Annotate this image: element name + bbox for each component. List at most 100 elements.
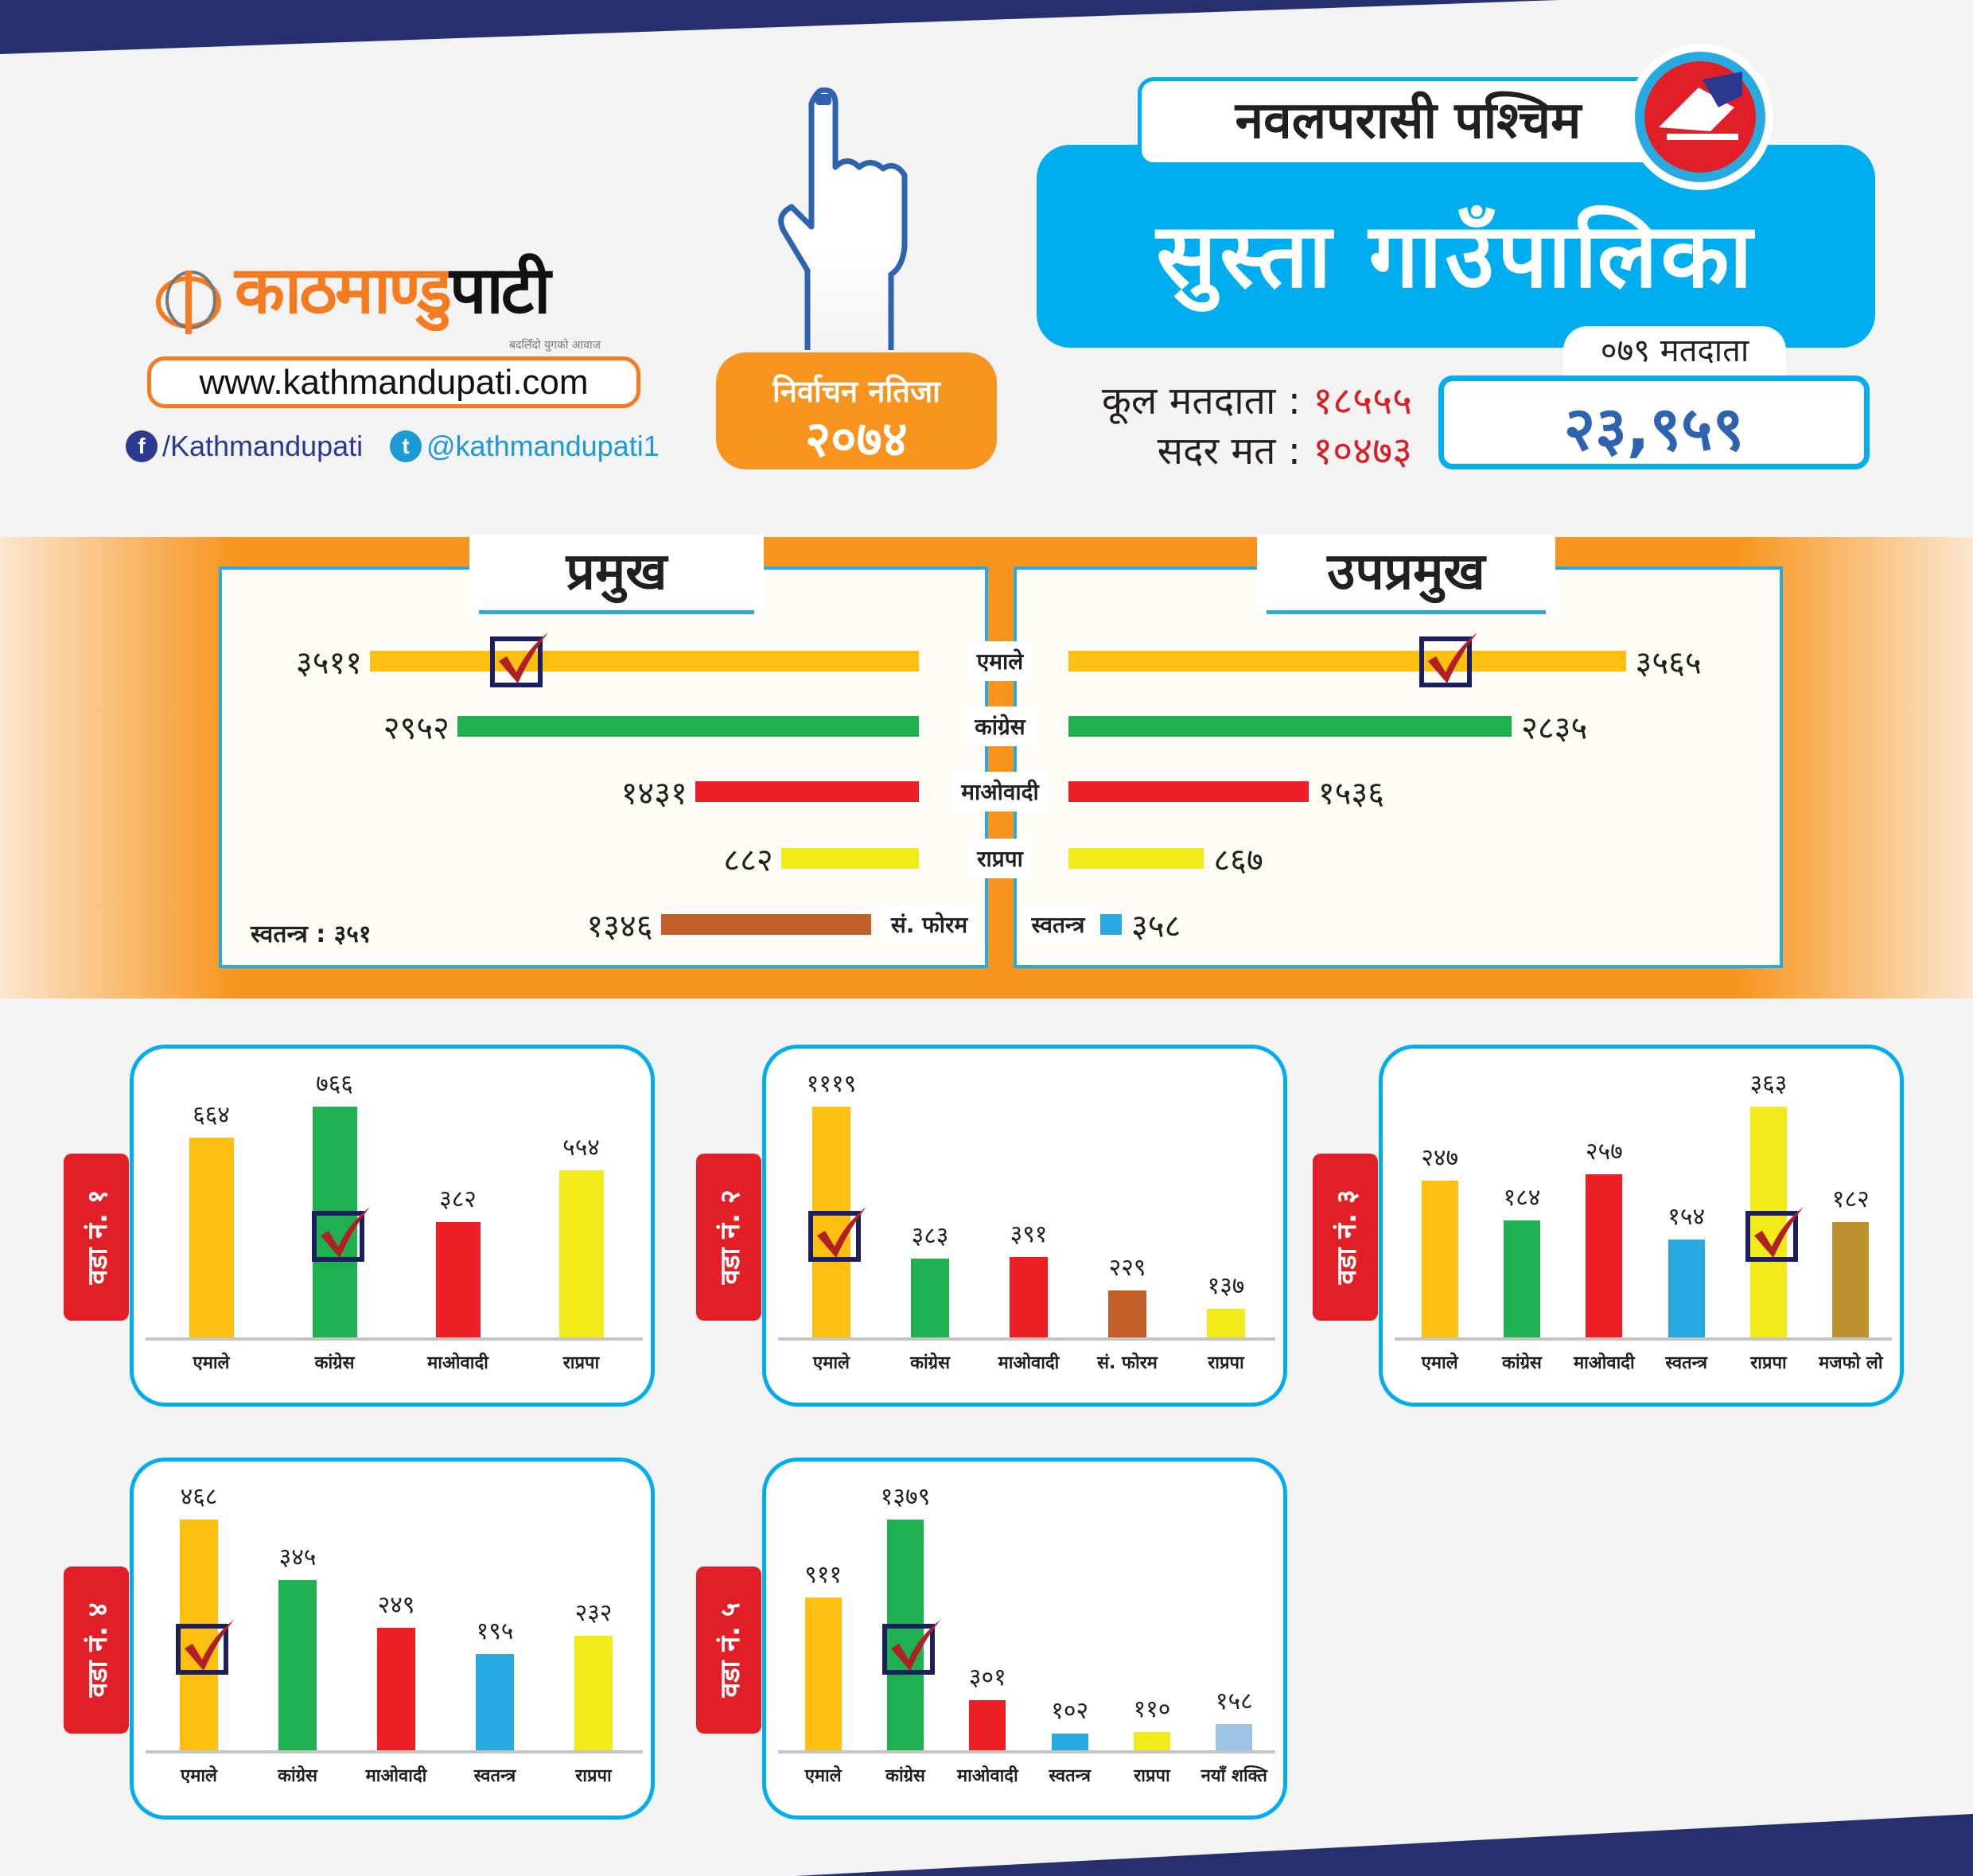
category-label: नयाँ शक्ति	[1201, 1766, 1267, 1786]
mayor-panel	[219, 566, 988, 968]
bar-value-label: २२९	[1108, 1253, 1146, 1282]
mayor-bar	[370, 651, 919, 671]
logo-text: काठमाण्डुपाटी	[235, 253, 551, 329]
deputy-vote-count: ३५८	[1131, 908, 1181, 945]
ward-tab: वडा नं. ५	[696, 1567, 761, 1734]
deputy-vote-count: २८३५	[1521, 710, 1588, 747]
ward-tab: वडा नं. ३	[1313, 1154, 1378, 1321]
bar-value-label: ३४५	[278, 1543, 317, 1572]
mayor-vote-count: १३४६	[586, 908, 653, 945]
bar-value-label: १५४	[1668, 1202, 1706, 1231]
ward-bar	[476, 1654, 514, 1750]
category-label: स्वतन्त्र	[473, 1766, 516, 1786]
winner-check-icon	[175, 1618, 235, 1676]
ward-tab: वडा नं. ४	[64, 1567, 129, 1734]
category-label: माओवादी	[365, 1766, 427, 1786]
ward-title: वडा नं. ५	[714, 1602, 746, 1698]
winner-check-icon	[807, 1205, 868, 1263]
x-axis	[146, 1337, 643, 1341]
bar-value-label: ४६८	[180, 1483, 218, 1511]
ward-bar	[812, 1107, 850, 1337]
twitter-handle: @kathmandupati1	[426, 430, 660, 462]
mayor-vote-count: २९५२	[383, 710, 449, 747]
deputy-bar	[1068, 848, 1204, 869]
x-axis	[778, 1337, 1275, 1341]
valid-votes: सदर मत : १०४७३	[1157, 429, 1412, 473]
ward-chart-card: २४७ एमाले १८४ कांग्रेस २५७ माओवादी १५४ स्वतन्त्…	[1379, 1045, 1904, 1407]
category-label: राप्रपा	[562, 1353, 600, 1373]
mayor-vote-count: ३५११	[295, 644, 363, 682]
ward-bar	[1421, 1180, 1458, 1337]
deputy-panel	[1014, 566, 1783, 968]
district-title: नवलपरासी पश्चिम	[1138, 77, 1679, 166]
winner-check-icon	[1745, 1205, 1805, 1263]
badge-title: निर्वाचन नतिजा	[772, 374, 940, 409]
category-label: एमाले	[804, 1766, 842, 1786]
ward-bar	[1832, 1221, 1870, 1337]
logo-tagline: बदलिँदो युगको आवाज	[509, 339, 601, 352]
ward-title: वडा नं. ४	[82, 1602, 114, 1698]
website-url-link[interactable]: www.kathmandupati.com	[147, 356, 640, 408]
ward-bar	[558, 1170, 604, 1337]
ward-bar	[1134, 1731, 1170, 1750]
winner-check-icon	[311, 1205, 372, 1263]
mayor-vote-count: १४३१	[621, 775, 687, 812]
winner-check-icon	[489, 631, 550, 688]
category-label: राप्रपा	[1134, 1766, 1170, 1786]
bar-value-label: ३८३	[911, 1221, 949, 1250]
x-axis	[1395, 1337, 1892, 1341]
category-label: एमाले	[193, 1353, 230, 1373]
category-label: माओवादी	[1573, 1353, 1635, 1373]
ward-title: वडा नं. ३	[1331, 1189, 1363, 1285]
category-label: मजफो लो	[1819, 1353, 1883, 1373]
ward-bar	[278, 1580, 317, 1750]
bar-value-label: १८४	[1503, 1184, 1541, 1212]
mayor-bar	[457, 716, 919, 737]
bar-value-label: १८२	[1831, 1185, 1870, 1213]
ward-bar	[1051, 1733, 1088, 1750]
deputy-bar	[1068, 716, 1512, 737]
ward-bar	[312, 1107, 357, 1337]
total-voters: कूल मतदाता : १८५५५	[1102, 379, 1412, 423]
category-label: सं. फोरम	[1097, 1353, 1158, 1373]
bar-value-label: १३७	[1207, 1272, 1245, 1301]
mayor-title: प्रमुख	[469, 535, 764, 614]
ward-tab: वडा नं. २	[696, 1154, 761, 1321]
facebook-link[interactable]: f/Kathmandupati	[126, 430, 363, 463]
category-label: एमाले	[1421, 1353, 1458, 1373]
ward-bar	[887, 1520, 924, 1750]
ward-tab: वडा नं. १	[64, 1154, 129, 1321]
bar-value-label: २४९	[377, 1590, 415, 1619]
deputy-vote-count: १५३६	[1317, 775, 1385, 812]
party-label: कांग्रेस	[965, 706, 1035, 746]
bar-value-label: १५८	[1215, 1687, 1253, 1715]
category-label: माओवादी	[998, 1353, 1060, 1373]
facebook-icon: f	[126, 430, 158, 462]
bar-value-label: ३८२	[439, 1185, 477, 1214]
ward-chart-card: ९११ एमाले १३७९ कांग्रेस ३०१ माओवादी १०२ स्वतन्त…	[762, 1458, 1287, 1820]
bar-value-label: ११०	[1133, 1695, 1171, 1723]
bar-value-label: ५५४	[562, 1134, 600, 1162]
ward-bar	[1010, 1256, 1048, 1337]
twitter-link[interactable]: t @kathmandupati1	[390, 430, 660, 463]
bar-value-label: ३०१	[968, 1663, 1006, 1691]
ward-chart-card: ६६४ एमाले ७६६ कांग्रेस ३८२ माओवादी ५५४ राप्रपा	[130, 1045, 655, 1407]
bar-value-label: ७६६	[316, 1070, 353, 1098]
deputy-bar	[1100, 914, 1122, 935]
logo-emblem-icon	[156, 271, 221, 334]
twitter-icon: t	[390, 430, 422, 462]
category-label: कांग्रेस	[314, 1353, 355, 1373]
x-axis	[778, 1750, 1275, 1753]
deputy-vote-count: ८६७	[1213, 842, 1263, 879]
voters-079-label: ०७९ मतदाता	[1563, 326, 1786, 376]
category-label: राप्रपा	[575, 1766, 612, 1786]
ward-bar	[189, 1137, 234, 1337]
bar-value-label: १३७९	[880, 1483, 931, 1511]
party-label: एमाले	[967, 641, 1033, 681]
ward-title: वडा नं. १	[82, 1189, 114, 1285]
party-label: सं. फोरम	[881, 905, 978, 944]
mayor-bar	[780, 848, 919, 869]
ward-bar	[911, 1258, 949, 1337]
winner-check-icon	[881, 1618, 942, 1676]
winner-check-icon	[1418, 631, 1479, 688]
